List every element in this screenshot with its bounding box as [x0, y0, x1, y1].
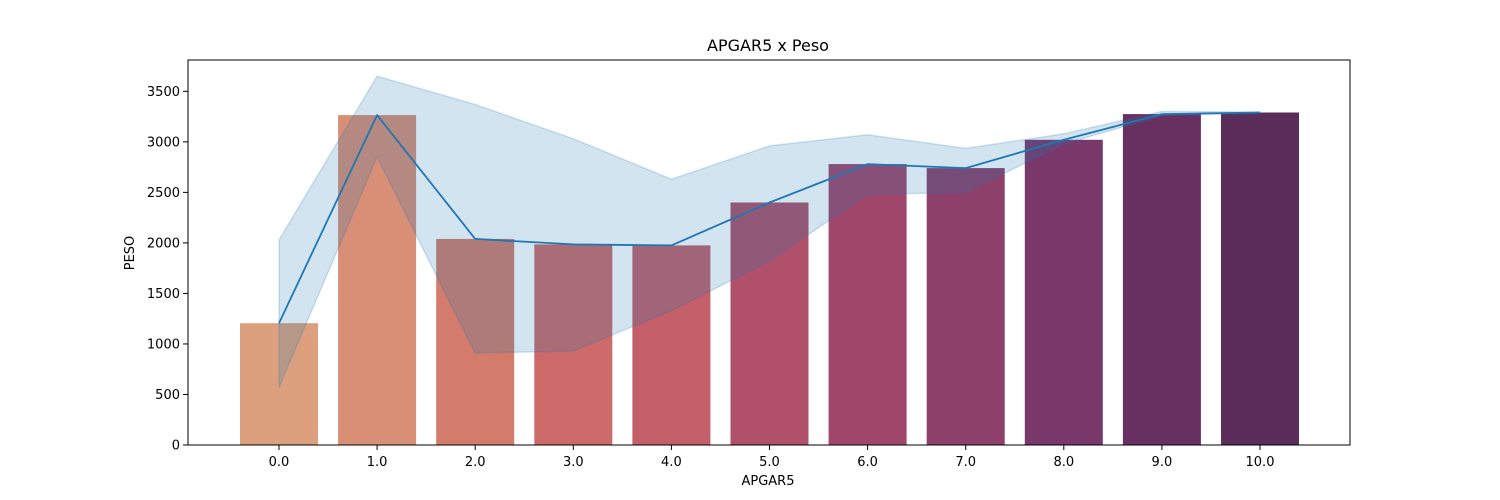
bar: [926, 168, 1005, 445]
x-tick-label: 7.0: [955, 455, 976, 470]
bars-layer: [240, 112, 1299, 446]
x-tick-label: 3.0: [563, 455, 584, 470]
x-tick-label: 1.0: [367, 455, 388, 470]
bar: [828, 164, 907, 445]
bar: [1024, 139, 1103, 446]
x-tick-label: 10.0: [1246, 455, 1275, 470]
x-tick-label: 9.0: [1152, 455, 1173, 470]
y-tick-label: 500: [155, 388, 180, 403]
x-tick-label: 5.0: [759, 455, 780, 470]
line-layer: [278, 111, 1261, 324]
y-tick-label: 2000: [147, 236, 180, 251]
y-tick-label: 1000: [147, 337, 180, 352]
chart-title: APGAR5 x Peso: [707, 36, 829, 55]
y-tick-label: 3000: [147, 135, 180, 150]
axes-layer: 0 500 1000 1500 2000 2500 3000 3500 0.0 1.0 2.0 3.0…: [147, 59, 1351, 470]
bar: [632, 245, 711, 445]
x-tick-label: 8.0: [1053, 455, 1074, 470]
y-axis-title: PESO: [123, 236, 138, 271]
bar: [240, 323, 318, 445]
bar: [436, 238, 515, 445]
bar: [730, 202, 809, 445]
bar: [1122, 114, 1201, 445]
mean-line: [278, 111, 1261, 324]
y-tick-label: 2500: [147, 186, 180, 201]
bar: [1221, 112, 1299, 445]
bar: [534, 244, 613, 445]
x-axis-title: APGAR5: [741, 474, 794, 489]
x-tick-label: 2.0: [465, 455, 486, 470]
y-tick-label: 0: [172, 439, 180, 454]
y-tick-label: 3500: [147, 85, 180, 100]
x-tick-label: 6.0: [857, 455, 878, 470]
x-tick-label: 4.0: [661, 455, 682, 470]
x-tick-label: 0.0: [269, 455, 290, 470]
y-tick-label: 1500: [147, 287, 180, 302]
